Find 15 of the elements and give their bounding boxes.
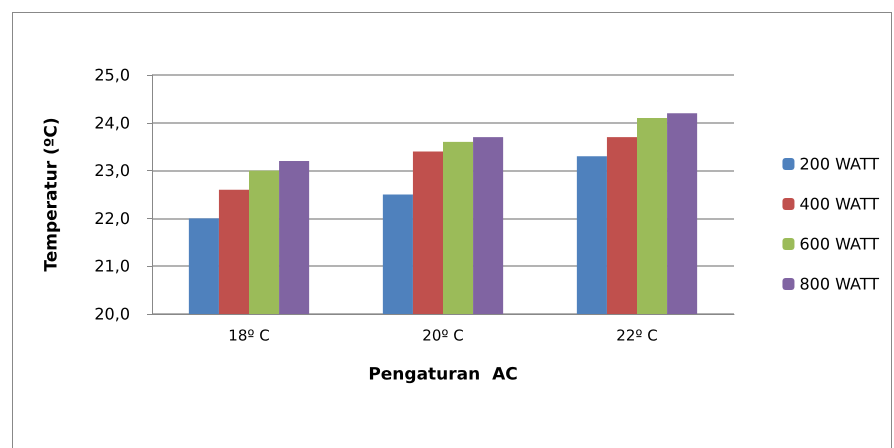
y-tick-label: 25,0 [94, 66, 130, 84]
legend-label: 200 WATT [799, 154, 880, 174]
x-tick-label: 22º C [616, 326, 658, 344]
y-tick-label: 22,0 [94, 208, 130, 228]
y-tick-label: 20,0 [94, 304, 130, 324]
y-axis-title: Temperatur (ºC) [42, 117, 62, 272]
y-tick-label: 23,0 [94, 161, 130, 180]
x-tick-label: 18º C [228, 326, 270, 344]
x-axis-title: Pengaturan AC [368, 364, 518, 384]
y-tick-label: 21,0 [94, 256, 130, 276]
legend-label: 600 WATT [799, 234, 880, 254]
legend-label: 400 WATT [799, 194, 880, 214]
x-tick-label: 20º C [422, 326, 464, 344]
legend-label: 800 WATT [799, 274, 880, 294]
y-tick-label: 24,0 [94, 113, 130, 132]
